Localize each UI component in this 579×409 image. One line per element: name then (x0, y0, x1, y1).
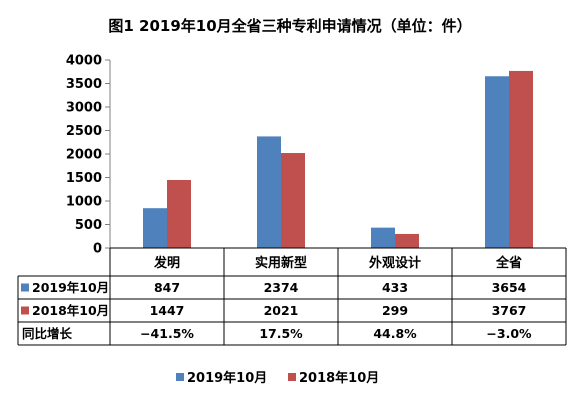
y-tick-label: 3000 (66, 101, 102, 116)
series-name-label: 2019年10月 (32, 280, 109, 295)
growth-value: 44.8% (373, 326, 417, 341)
x-category-label: 外观设计 (368, 255, 421, 271)
bar (485, 76, 509, 249)
growth-value: −3.0% (486, 326, 532, 341)
data-label: 3767 (492, 303, 527, 318)
bar (395, 233, 419, 248)
legend-swatch (176, 373, 184, 381)
bar (143, 208, 167, 248)
data-label: 2021 (264, 303, 299, 318)
growth-value: −41.5% (140, 326, 194, 341)
legend: 2019年10月 2018年10月 (176, 370, 379, 386)
data-label: 3654 (492, 280, 527, 295)
x-category-label: 全省 (495, 255, 522, 271)
y-tick-label: 3500 (66, 77, 102, 92)
data-label: 2374 (264, 280, 299, 295)
legend-key (21, 283, 29, 292)
legend-label: 2019年10月 (187, 370, 267, 386)
data-label: 299 (382, 303, 408, 318)
bar (167, 179, 191, 248)
y-tick-label: 500 (75, 218, 102, 233)
x-category-label: 发明 (153, 255, 180, 271)
bar (371, 227, 395, 248)
data-table: 发明 实用新型 外观设计 全省 2019年10月 847 2374 433 3654 2018年1… (17, 247, 567, 346)
y-tick-label: 2000 (66, 148, 102, 163)
y-tick-label: 4000 (66, 54, 102, 69)
growth-value: 17.5% (259, 326, 303, 341)
plot-area: 0 500 1000 1500 2000 2500 3000 3500 4000 (66, 54, 533, 257)
chart-title: 图1 2019年10月全省三种专利申请情况（单位：件） (108, 17, 471, 35)
bar (509, 70, 533, 249)
legend-key (21, 306, 29, 315)
legend-label: 2018年10月 (299, 370, 379, 386)
legend-swatch (288, 373, 296, 381)
y-tick-label: 1000 (66, 195, 102, 210)
growth-row-label: 同比增长 (22, 326, 73, 341)
bar (257, 136, 281, 248)
data-label: 1447 (150, 303, 185, 318)
data-label: 433 (382, 280, 408, 295)
series-name-label: 2018年10月 (32, 303, 109, 318)
data-label: 847 (154, 280, 180, 295)
x-category-label: 实用新型 (255, 255, 307, 271)
bar (281, 153, 305, 248)
y-tick-label: 0 (93, 242, 102, 257)
y-tick-label: 2500 (66, 124, 102, 139)
y-tick-label: 1500 (66, 171, 102, 186)
